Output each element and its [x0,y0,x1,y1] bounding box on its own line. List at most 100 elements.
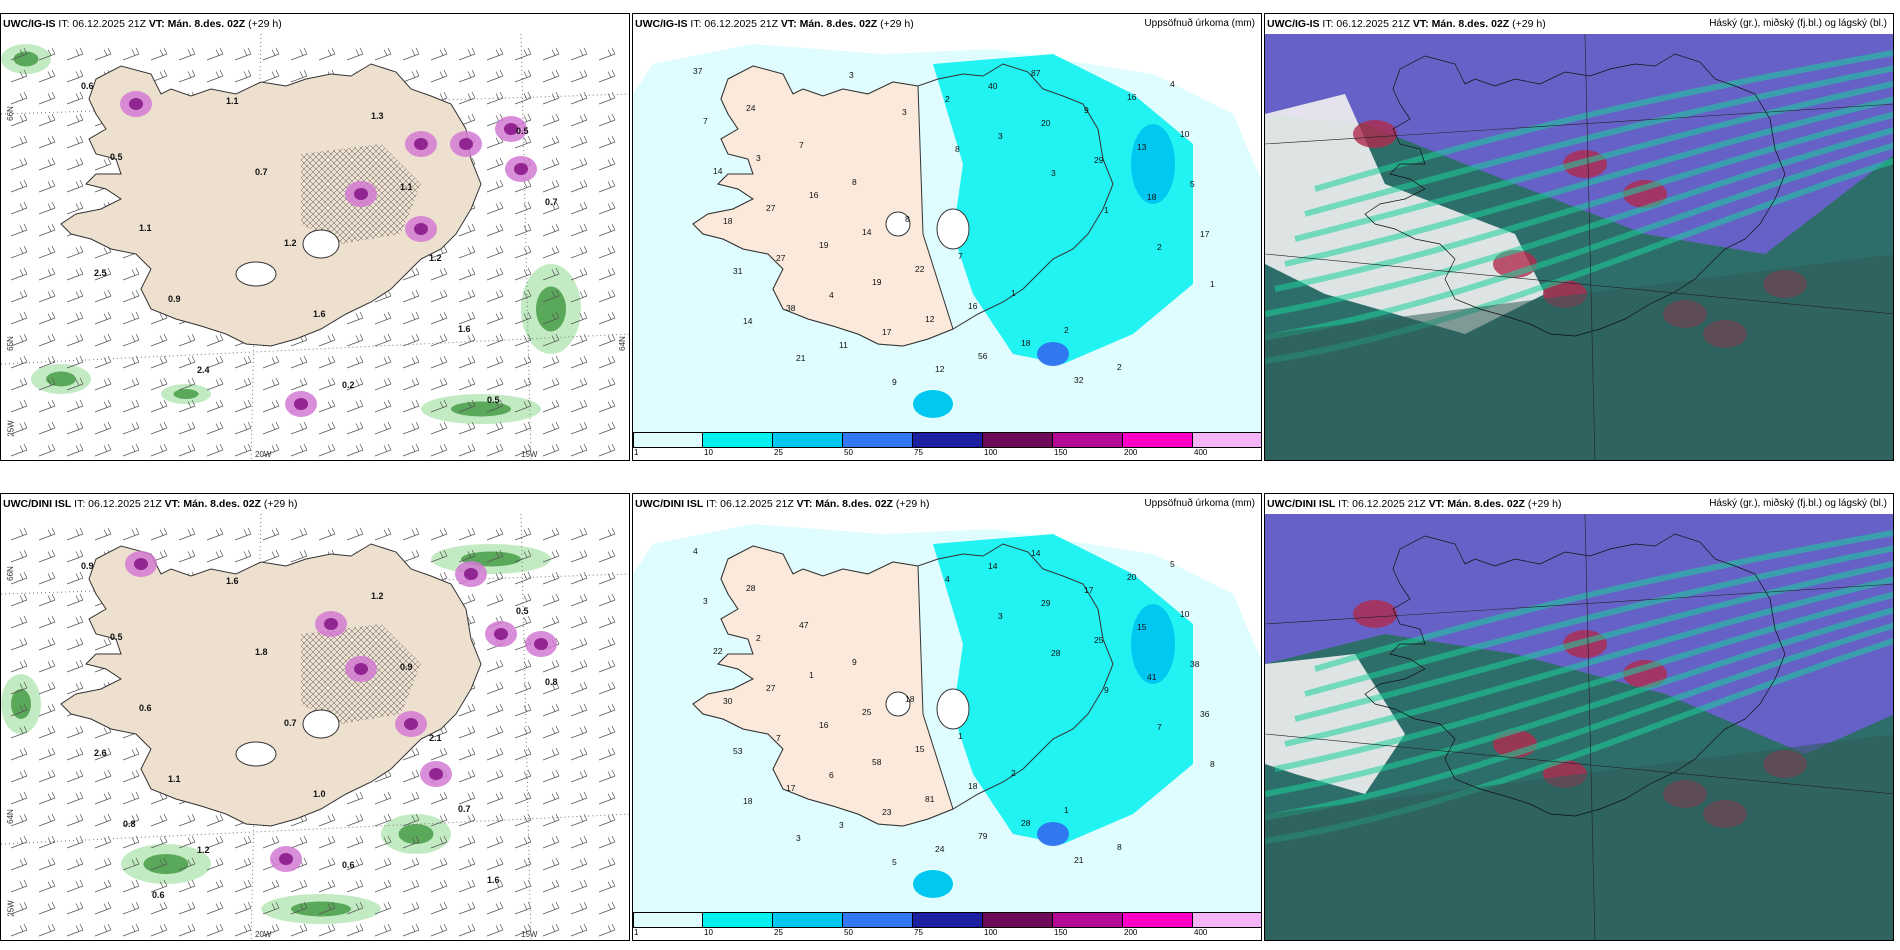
wind-barb [262,527,280,541]
wind-barb [514,835,532,849]
precip-cell-core [404,718,418,730]
precip-value-label: 1.2 [371,591,384,601]
colorbar-tick-label: 10 [704,928,713,937]
wind-barb [570,289,588,303]
wind-barb [402,289,420,303]
accum-value-label: 40 [988,81,998,91]
wind-barb [66,399,84,413]
colorbar-tick-label: 200 [1124,448,1138,457]
wind-barb [598,527,616,541]
colorbar-tick-label: 25 [774,448,783,457]
coastline [1364,53,1786,337]
wind-barb [570,637,588,651]
mid-cloud-streak [1304,545,1893,697]
graticule-line [1265,583,1893,625]
precip-field [1131,604,1175,684]
accum-value-label: 37 [693,66,703,76]
wind-barb [206,813,224,827]
wind-barb [346,47,364,61]
wind-barb [402,267,420,281]
wind-barb [38,179,56,193]
colorbar-tick-label: 75 [914,928,923,937]
wind-barb [374,527,392,541]
wind-barb [402,835,420,849]
wind-barb [94,791,112,805]
wind-barb [430,333,448,347]
wind-barb [346,377,364,391]
wind-barb [178,333,196,347]
wind-barb [514,91,532,105]
colorbar-tick-label: 200 [1124,928,1138,937]
wind-barb [598,703,616,717]
accum-value-label: 9 [1084,105,1089,115]
wind-barb [458,923,476,937]
accum-value-label: 14 [743,316,753,326]
wind-barb [66,421,84,435]
wind-barb [402,791,420,805]
wind-barb [38,377,56,391]
wind-barb [178,355,196,369]
graticule-line [1584,514,1596,940]
wind-barb [150,333,168,347]
wind-barb [598,135,616,149]
wind-barb [430,421,448,435]
lat-label-64n: 64N [617,336,627,351]
mid-cloud-streak [1294,80,1893,242]
wind-barb [122,857,140,871]
colorbar-tick-label: 75 [914,448,923,457]
accum-value-label: 22 [713,646,723,656]
colorbar-cell [773,912,843,928]
wind-barb [38,355,56,369]
wind-barb [10,157,28,171]
wind-barb [430,923,448,937]
lat-label-66n: 66N [5,106,15,121]
wind-barb [570,659,588,673]
wind-barb [66,615,84,629]
wind-barb [318,399,336,413]
precip-value-label: 1.1 [139,223,152,233]
wind-barb [178,443,196,457]
precip-cell-core [354,663,368,675]
wind-barb [346,527,364,541]
wind-barb [38,549,56,563]
wind-barb [514,703,532,717]
accum-value-label: 4 [945,574,950,584]
accum-value-label: 29 [1094,155,1104,165]
wind-barb [290,443,308,457]
wind-barb [570,835,588,849]
wind-barb [66,747,84,761]
precip-cell-core [354,188,368,200]
wind-barb [570,377,588,391]
panel-ig-cloud: UWC/IG-IS IT: 06.12.2025 21Z VT: Mán. 8.… [1264,13,1894,461]
wind-barb [38,333,56,347]
wind-barb [570,179,588,193]
colorbar-cell [633,432,703,448]
precip-cell-core [429,768,443,780]
wind-barb [122,791,140,805]
wind-barb [38,527,56,541]
wind-barb [486,289,504,303]
colorbar-tick-label: 1 [634,928,639,937]
wind-barb [318,377,336,391]
wind-barb [66,157,84,171]
wind-barb [542,201,560,215]
wind-barb [206,901,224,915]
precip-value-label: 0.9 [400,662,413,672]
colorbar-cell [633,912,703,928]
accum-value-label: 7 [703,116,708,126]
precip-field [913,390,953,418]
accum-value-label: 18 [905,694,915,704]
wind-barb [122,901,140,915]
wind-barb [346,311,364,325]
wind-barb [430,835,448,849]
wind-barb [486,333,504,347]
wind-barb [206,549,224,563]
wind-barb [66,571,84,585]
wind-barb [234,527,252,541]
wind-barb [570,901,588,915]
precip-value-label: 0.5 [110,152,123,162]
wind-barb [430,791,448,805]
lon-label-25w: 25W [6,420,16,437]
wind-barb [570,769,588,783]
wind-barb [570,47,588,61]
